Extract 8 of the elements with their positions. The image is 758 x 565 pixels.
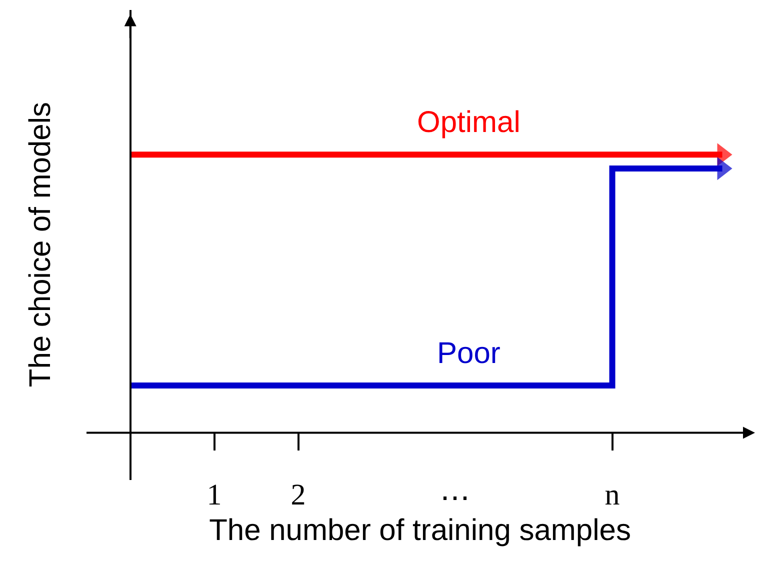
x-tick-label: 1 [206,478,222,512]
text: ⋯ [440,482,470,515]
series-label: Poor [437,337,500,370]
x-axis-title: The number of training samples [209,514,631,548]
series-label: Optimal [417,106,520,139]
x-tick-label: 2 [290,478,306,512]
x-tick-label: n [604,478,620,512]
y-axis-title: The choice of models [24,102,58,388]
